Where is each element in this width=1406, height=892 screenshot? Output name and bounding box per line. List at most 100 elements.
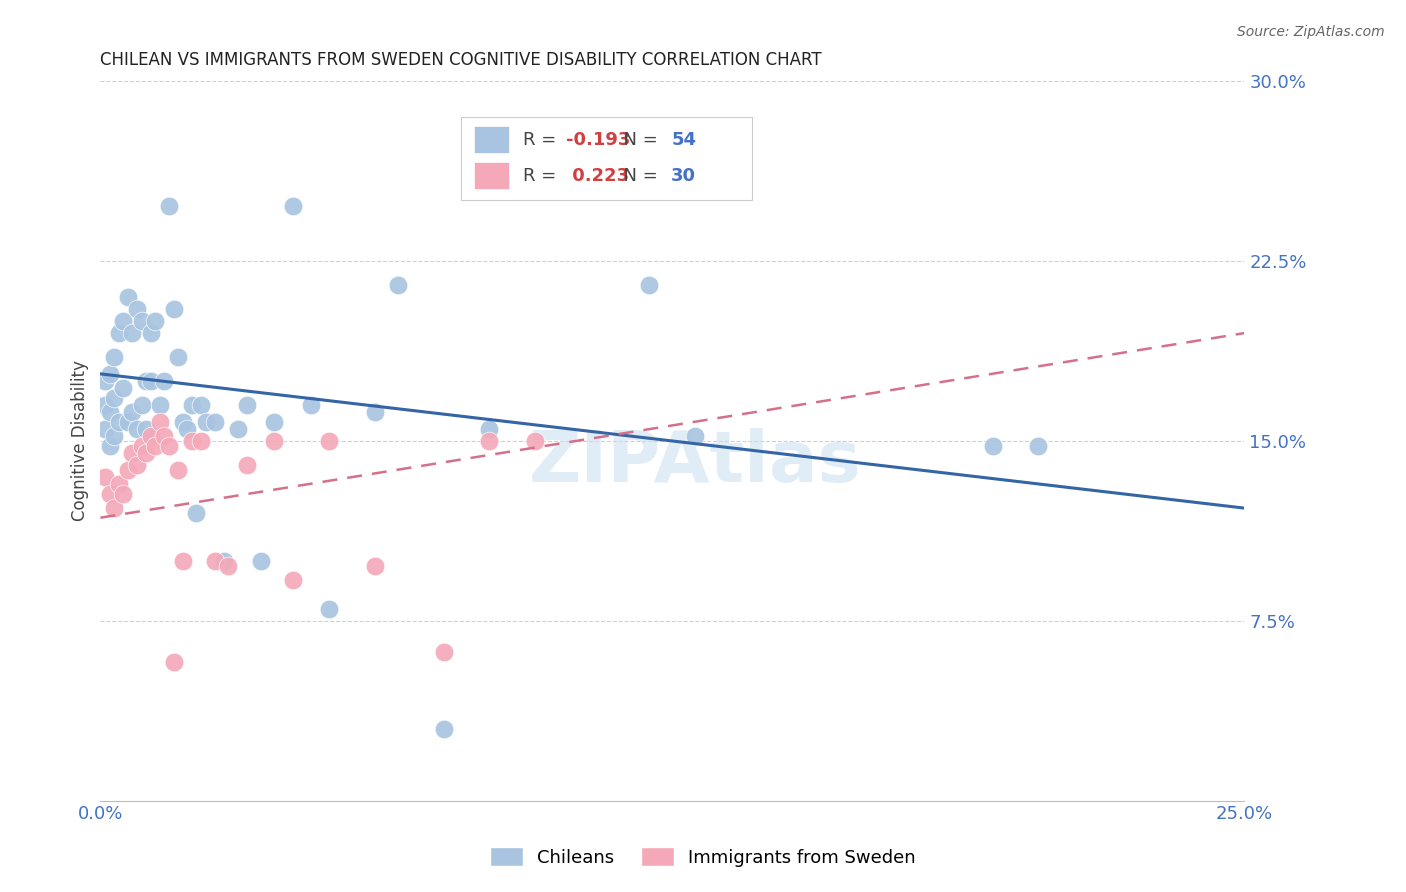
Point bbox=[263, 415, 285, 429]
FancyBboxPatch shape bbox=[474, 162, 509, 189]
Point bbox=[364, 405, 387, 419]
Point bbox=[131, 398, 153, 412]
Point bbox=[103, 350, 125, 364]
Text: R =: R = bbox=[523, 167, 561, 185]
Point bbox=[135, 374, 157, 388]
Point bbox=[98, 487, 121, 501]
Point bbox=[94, 374, 117, 388]
Text: R =: R = bbox=[523, 130, 561, 149]
Point bbox=[162, 655, 184, 669]
Point bbox=[107, 326, 129, 340]
Point bbox=[125, 422, 148, 436]
Point bbox=[117, 290, 139, 304]
Point bbox=[103, 391, 125, 405]
Point bbox=[149, 415, 172, 429]
Point bbox=[157, 439, 180, 453]
Point bbox=[176, 422, 198, 436]
Point bbox=[139, 429, 162, 443]
Point bbox=[204, 554, 226, 568]
Text: N =: N = bbox=[612, 130, 664, 149]
Point bbox=[107, 477, 129, 491]
Point bbox=[121, 446, 143, 460]
Point bbox=[103, 501, 125, 516]
Point bbox=[135, 422, 157, 436]
Text: 0.223: 0.223 bbox=[567, 167, 628, 185]
Text: ZIPAtlas: ZIPAtlas bbox=[529, 428, 862, 497]
Point bbox=[112, 314, 135, 328]
Point bbox=[249, 554, 271, 568]
Point bbox=[131, 314, 153, 328]
Point bbox=[1028, 439, 1050, 453]
Point bbox=[143, 439, 166, 453]
Point bbox=[153, 429, 176, 443]
Point bbox=[143, 314, 166, 328]
Point bbox=[121, 405, 143, 419]
Point bbox=[125, 458, 148, 472]
Point bbox=[478, 434, 501, 448]
Legend: Chileans, Immigrants from Sweden: Chileans, Immigrants from Sweden bbox=[482, 840, 924, 874]
Point bbox=[236, 458, 259, 472]
Point bbox=[94, 422, 117, 436]
Point bbox=[172, 554, 194, 568]
Point bbox=[167, 350, 190, 364]
Text: Source: ZipAtlas.com: Source: ZipAtlas.com bbox=[1237, 25, 1385, 39]
Point bbox=[281, 573, 304, 587]
Point bbox=[432, 645, 454, 659]
Point bbox=[153, 374, 176, 388]
Point bbox=[162, 302, 184, 317]
Point bbox=[180, 398, 202, 412]
Point bbox=[112, 381, 135, 395]
Point bbox=[94, 398, 117, 412]
FancyBboxPatch shape bbox=[474, 126, 509, 153]
Text: -0.193: -0.193 bbox=[567, 130, 630, 149]
Point bbox=[117, 463, 139, 477]
Point bbox=[236, 398, 259, 412]
Text: 54: 54 bbox=[671, 130, 696, 149]
Point bbox=[478, 422, 501, 436]
Point bbox=[98, 439, 121, 453]
Point bbox=[98, 405, 121, 419]
Point bbox=[125, 302, 148, 317]
Point bbox=[299, 398, 322, 412]
Point bbox=[638, 278, 661, 293]
Point bbox=[167, 463, 190, 477]
Point bbox=[194, 415, 217, 429]
Point bbox=[149, 398, 172, 412]
Point bbox=[318, 602, 340, 616]
Point bbox=[524, 434, 547, 448]
Point bbox=[103, 429, 125, 443]
Point bbox=[212, 554, 235, 568]
Point bbox=[190, 398, 212, 412]
Point bbox=[218, 558, 240, 573]
Point bbox=[94, 470, 117, 484]
Point bbox=[157, 199, 180, 213]
Point bbox=[112, 487, 135, 501]
Text: N =: N = bbox=[612, 167, 664, 185]
Point bbox=[186, 506, 208, 520]
Point bbox=[226, 422, 249, 436]
Point bbox=[432, 722, 454, 736]
Point bbox=[139, 326, 162, 340]
Point bbox=[683, 429, 706, 443]
Point bbox=[364, 558, 387, 573]
Text: CHILEAN VS IMMIGRANTS FROM SWEDEN COGNITIVE DISABILITY CORRELATION CHART: CHILEAN VS IMMIGRANTS FROM SWEDEN COGNIT… bbox=[100, 51, 823, 69]
Point bbox=[98, 367, 121, 381]
Point bbox=[131, 439, 153, 453]
Point bbox=[981, 439, 1004, 453]
Point bbox=[180, 434, 202, 448]
Y-axis label: Cognitive Disability: Cognitive Disability bbox=[72, 360, 89, 522]
Point bbox=[172, 415, 194, 429]
Point bbox=[318, 434, 340, 448]
Point bbox=[117, 415, 139, 429]
Point bbox=[107, 415, 129, 429]
Point bbox=[190, 434, 212, 448]
Point bbox=[139, 374, 162, 388]
Point bbox=[204, 415, 226, 429]
Text: 30: 30 bbox=[671, 167, 696, 185]
Point bbox=[263, 434, 285, 448]
Point bbox=[135, 446, 157, 460]
Point bbox=[387, 278, 409, 293]
Point bbox=[281, 199, 304, 213]
Point bbox=[121, 326, 143, 340]
FancyBboxPatch shape bbox=[461, 118, 752, 200]
